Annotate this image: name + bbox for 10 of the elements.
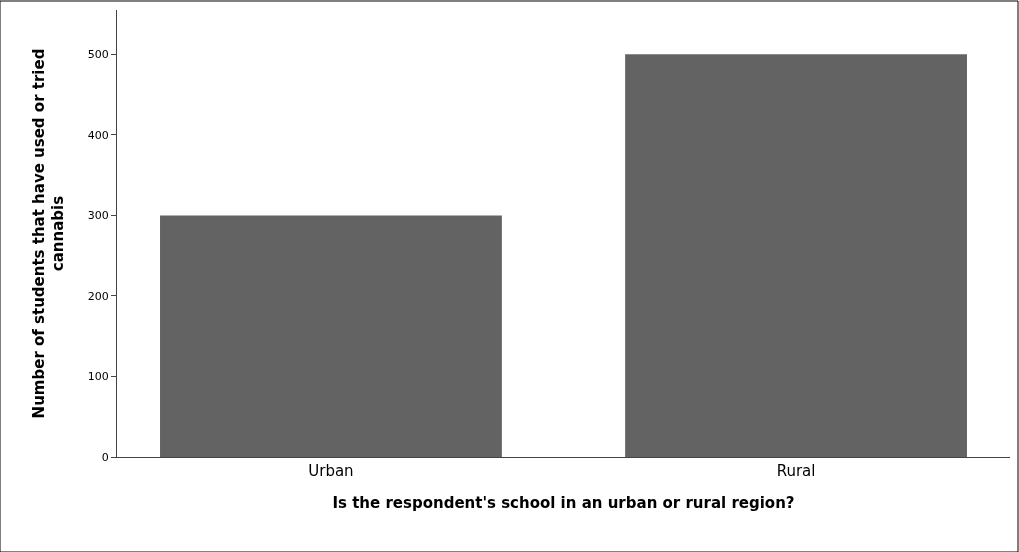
y-tick-label: 200 [87, 289, 109, 303]
y-axis-title: Number of students that have used or tried cannabis [29, 48, 68, 419]
x-tick-label: Rural [776, 462, 816, 480]
y-tick-label: 100 [87, 370, 109, 384]
y-tick-label: 400 [87, 128, 109, 142]
x-axis-title: Is the respondent's school in an urban or rural region? [332, 494, 795, 512]
x-tick-label: Urban [308, 462, 354, 480]
y-tick-label: 500 [87, 48, 109, 62]
y-tick-label: 300 [87, 209, 109, 223]
y-tick-label: 0 [101, 450, 109, 464]
